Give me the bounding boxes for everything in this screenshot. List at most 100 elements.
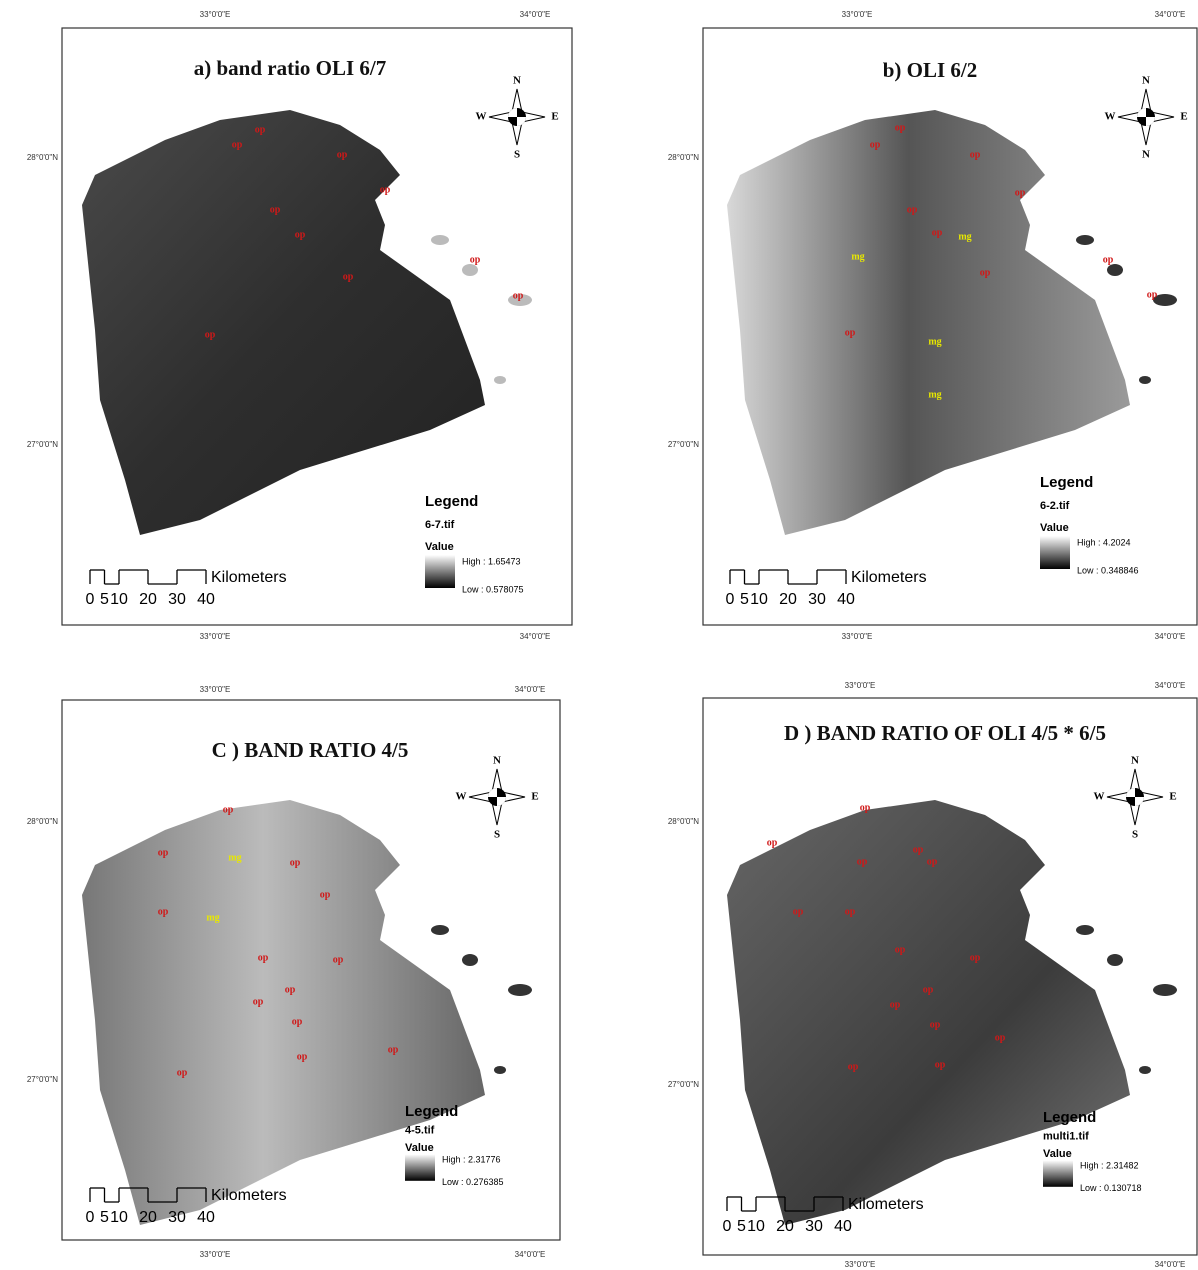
lon-label: 33°0'0"E bbox=[845, 681, 876, 690]
island bbox=[431, 925, 449, 935]
compass-w: W bbox=[476, 111, 487, 123]
map-panel: 33°0'0"E33°0'0"E34°0'0"E34°0'0"E28°0'0"N… bbox=[27, 10, 572, 641]
scale-label: 40 bbox=[197, 1209, 215, 1226]
scale-label: 30 bbox=[808, 591, 826, 608]
legend-title: Legend bbox=[1040, 474, 1093, 491]
scale-label: 10 bbox=[750, 591, 768, 608]
legend-title: Legend bbox=[1043, 1109, 1096, 1126]
lat-label: 27°0'0"N bbox=[668, 440, 699, 449]
site-label: op bbox=[255, 124, 266, 135]
legend-field: Value bbox=[425, 541, 454, 553]
map-panel: 33°0'0"E 33°0'0"E 34°0'0"E 34°0'0"E 28°0'0"N… bbox=[668, 10, 1197, 641]
site-label: op bbox=[970, 149, 981, 160]
site-label: op bbox=[907, 204, 918, 215]
site-label: op bbox=[923, 984, 934, 995]
lon-label: 33°0'0"E bbox=[200, 685, 231, 694]
lon-label: 33°0'0"E bbox=[200, 10, 231, 19]
legend-layer: 4-5.tif bbox=[405, 1124, 435, 1136]
site-label: op bbox=[895, 944, 906, 955]
lat-label: 28°0'0"N bbox=[668, 153, 699, 162]
site-label: op bbox=[223, 804, 234, 815]
lon-label: 34°0'0"E bbox=[1155, 632, 1186, 641]
legend-layer: 6-7.tif bbox=[425, 519, 455, 531]
lon-label: 34°0'0"E bbox=[1155, 681, 1186, 690]
scale-label: 5 bbox=[737, 1218, 746, 1235]
compass-w: W bbox=[1105, 111, 1116, 123]
lat-label: 27°0'0"N bbox=[668, 1080, 699, 1089]
site-label: op bbox=[295, 229, 306, 240]
site-label: op bbox=[333, 954, 344, 965]
site-label: op bbox=[292, 1016, 303, 1027]
site-label: op bbox=[232, 139, 243, 150]
site-label: op bbox=[297, 1051, 308, 1062]
scale-label: 0 bbox=[86, 591, 95, 608]
scale-label: 20 bbox=[776, 1218, 794, 1235]
site-label: mg bbox=[228, 852, 241, 863]
site-label: op bbox=[1147, 289, 1158, 300]
island bbox=[1107, 264, 1123, 276]
scale-label: 20 bbox=[139, 1209, 157, 1226]
scale-label: 5 bbox=[740, 591, 749, 608]
site-label: op bbox=[930, 1019, 941, 1030]
site-label: op bbox=[290, 857, 301, 868]
scale-label: 10 bbox=[110, 591, 128, 608]
legend-high: High : 1.65473 bbox=[462, 556, 521, 566]
island bbox=[1139, 376, 1151, 384]
site-label: op bbox=[848, 1061, 859, 1072]
lon-label: 34°0'0"E bbox=[515, 1250, 546, 1259]
island bbox=[1107, 954, 1123, 966]
site-label: op bbox=[913, 844, 924, 855]
lon-label: 33°0'0"E bbox=[842, 10, 873, 19]
site-label: op bbox=[995, 1032, 1006, 1043]
legend-title: Legend bbox=[425, 493, 478, 510]
scale-unit: Kilometers bbox=[211, 569, 287, 586]
legend-field: Value bbox=[1043, 1148, 1072, 1160]
site-label: op bbox=[1103, 254, 1114, 265]
compass-n: N bbox=[513, 75, 521, 87]
legend-low: Low : 0.130718 bbox=[1080, 1183, 1142, 1193]
island bbox=[494, 376, 506, 384]
map-title: D ) BAND RATIO OF OLI 4/5 * 6/5 bbox=[784, 721, 1106, 745]
scale-label: 30 bbox=[168, 591, 186, 608]
legend-high: High : 2.31776 bbox=[442, 1154, 501, 1164]
legend-field: Value bbox=[1040, 522, 1069, 534]
map-title: b) OLI 6/2 bbox=[883, 58, 978, 82]
scale-unit: Kilometers bbox=[848, 1196, 924, 1213]
scale-label: 30 bbox=[168, 1209, 186, 1226]
lat-label: 28°0'0"N bbox=[27, 153, 58, 162]
scale-label: 30 bbox=[805, 1218, 823, 1235]
compass-e: E bbox=[551, 111, 558, 123]
site-label: op bbox=[177, 1067, 188, 1078]
legend-low: Low : 0.276385 bbox=[442, 1177, 504, 1187]
figure: 33°0'0"E 33°0'0"E 34°0'0"E 34°0'0"E 28°0'0"N… bbox=[0, 0, 1198, 1270]
island bbox=[462, 954, 478, 966]
legend-layer: 6-2.tif bbox=[1040, 500, 1070, 512]
lon-label: 33°0'0"E bbox=[842, 632, 873, 641]
site-label: op bbox=[470, 254, 481, 265]
compass-w: W bbox=[456, 791, 467, 803]
compass-s: S bbox=[494, 829, 500, 841]
compass-s: S bbox=[1132, 829, 1138, 841]
compass-n: N bbox=[493, 755, 501, 767]
scale-label: 10 bbox=[110, 1209, 128, 1226]
island bbox=[494, 1066, 506, 1074]
site-label: op bbox=[343, 271, 354, 282]
compass-e: E bbox=[1180, 111, 1187, 123]
compass-n: N bbox=[1131, 755, 1139, 767]
site-label: op bbox=[258, 952, 269, 963]
legend-ramp bbox=[405, 1154, 435, 1180]
map-panel: 33°0'0"E33°0'0"E34°0'0"E34°0'0"E28°0'0"N… bbox=[27, 685, 560, 1259]
lon-label: 34°0'0"E bbox=[1155, 1260, 1186, 1269]
site-label: op bbox=[927, 856, 938, 867]
lat-label: 28°0'0"N bbox=[27, 817, 58, 826]
scale-label: 20 bbox=[139, 591, 157, 608]
map-panel: 33°0'0"E33°0'0"E34°0'0"E34°0'0"E28°0'0"N… bbox=[668, 681, 1197, 1269]
scale-label: 0 bbox=[86, 1209, 95, 1226]
scale-label: 0 bbox=[723, 1218, 732, 1235]
lon-label: 34°0'0"E bbox=[1155, 10, 1186, 19]
site-label: op bbox=[845, 906, 856, 917]
site-label: op bbox=[270, 204, 281, 215]
map-title: C ) BAND RATIO 4/5 bbox=[212, 738, 409, 762]
island bbox=[1153, 984, 1177, 996]
site-label: op bbox=[1015, 187, 1026, 198]
